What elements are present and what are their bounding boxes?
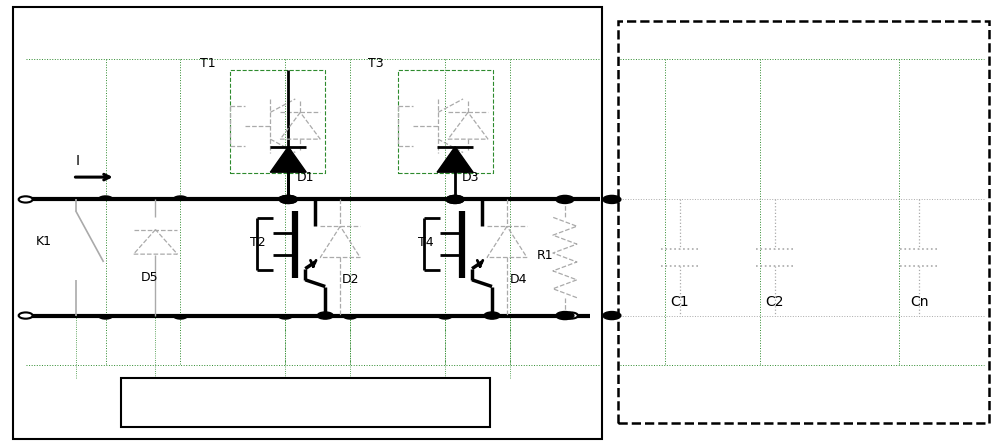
Circle shape bbox=[603, 195, 621, 203]
Text: D2: D2 bbox=[342, 273, 360, 286]
Text: D4: D4 bbox=[510, 273, 527, 286]
Text: C2: C2 bbox=[765, 295, 784, 309]
Polygon shape bbox=[437, 147, 473, 172]
Text: C1: C1 bbox=[670, 295, 689, 309]
Circle shape bbox=[279, 195, 297, 203]
Circle shape bbox=[564, 312, 578, 319]
Circle shape bbox=[317, 312, 333, 319]
Polygon shape bbox=[270, 147, 306, 172]
Circle shape bbox=[19, 312, 33, 319]
Text: T2: T2 bbox=[250, 236, 266, 249]
Text: T4: T4 bbox=[418, 236, 434, 249]
Circle shape bbox=[19, 196, 33, 202]
Text: D5: D5 bbox=[141, 271, 158, 284]
Text: D3: D3 bbox=[462, 172, 480, 185]
Text: R1: R1 bbox=[537, 249, 554, 262]
Text: K1: K1 bbox=[36, 235, 52, 248]
Circle shape bbox=[556, 195, 574, 203]
Text: I: I bbox=[76, 155, 80, 168]
Circle shape bbox=[279, 195, 297, 203]
Circle shape bbox=[446, 195, 464, 203]
Text: D1: D1 bbox=[296, 172, 314, 185]
Circle shape bbox=[556, 311, 574, 319]
Text: Cn: Cn bbox=[910, 295, 929, 309]
Text: T1: T1 bbox=[200, 57, 216, 70]
Text: T3: T3 bbox=[368, 57, 384, 70]
Circle shape bbox=[484, 312, 500, 319]
Circle shape bbox=[603, 311, 621, 319]
Text: KZ1: KZ1 bbox=[290, 395, 320, 410]
Circle shape bbox=[446, 195, 464, 203]
FancyBboxPatch shape bbox=[121, 378, 490, 427]
